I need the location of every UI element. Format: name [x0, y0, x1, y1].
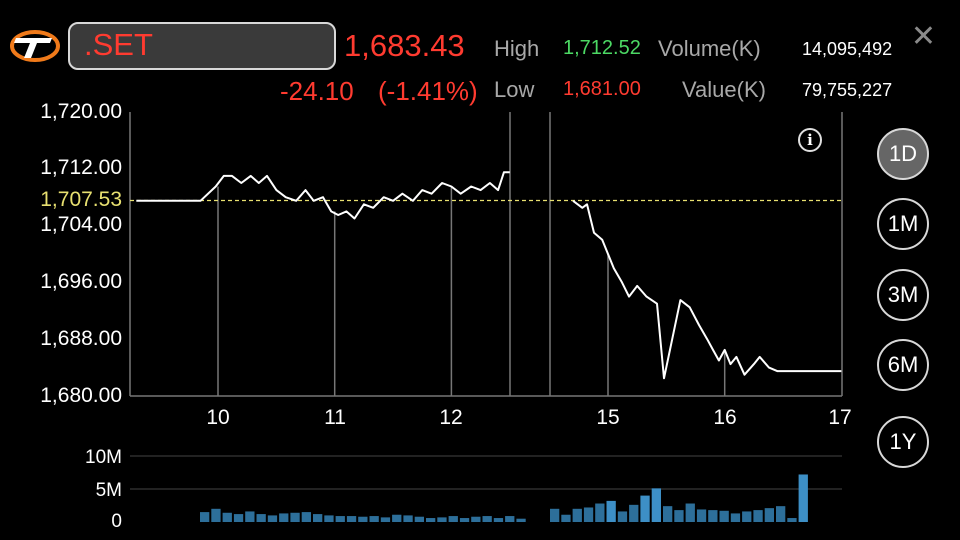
volume-bar [414, 516, 424, 522]
volume-bar [764, 508, 774, 522]
price-change: -24.10 [280, 76, 354, 106]
value-label: Value(K) [682, 77, 766, 102]
volume-y-label: 10M [85, 447, 122, 468]
volume-bar [358, 516, 368, 522]
y-tick-label: 1,712.00 [40, 156, 122, 179]
period-1d-button[interactable]: 1D [877, 128, 929, 180]
volume-y-label: 5M [95, 480, 122, 501]
volume-bar [742, 511, 752, 522]
high-label: High [494, 36, 540, 61]
low-value: 1,681.00 [563, 78, 641, 100]
volume-bar [346, 516, 357, 522]
volume-bar [696, 509, 707, 522]
volume-bar [685, 503, 695, 522]
volume-bar [505, 516, 515, 522]
y-tick-label: 1,696.00 [40, 270, 122, 293]
symbol-search-box[interactable] [68, 22, 336, 70]
info-icon[interactable]: i [798, 128, 822, 152]
volume-bar [233, 514, 244, 522]
volume-bar [279, 513, 289, 522]
volume-bar [651, 488, 661, 522]
volume-value: 14,095,492 [802, 39, 893, 59]
volume-bar [640, 495, 650, 522]
volume-bar [493, 518, 504, 522]
volume-bar [335, 516, 345, 522]
volume-bar [708, 510, 718, 522]
volume-bar [561, 514, 571, 522]
period-6m-button[interactable]: 6M [877, 339, 929, 391]
volume-bar [222, 512, 232, 522]
y-tick-label: 1,704.00 [40, 213, 122, 236]
volume-bar [290, 512, 300, 522]
x-tick-label: 17 [828, 406, 852, 429]
volume-bar [753, 510, 763, 522]
volume-bar [550, 508, 560, 522]
volume-bar [787, 518, 797, 522]
low-label: Low [494, 77, 535, 102]
volume-bar [448, 516, 458, 522]
x-tick-label: 16 [713, 406, 737, 429]
volume-bar [674, 510, 684, 522]
settrade-logo-icon [10, 30, 60, 62]
high-value: 1,712.52 [563, 37, 641, 59]
last-price: 1,683.43 [344, 28, 465, 63]
close-icon[interactable]: ✕ [910, 20, 936, 53]
x-tick-label: 15 [596, 406, 620, 429]
volume-bar [211, 508, 221, 522]
x-tick-label: 10 [206, 406, 230, 429]
period-1y-button[interactable]: 1Y [877, 416, 929, 468]
volume-bar [617, 511, 628, 522]
volume-bar [324, 515, 334, 522]
price-line-morning [136, 171, 510, 220]
volume-bar [369, 516, 379, 522]
prev-close-label: 1,707.53 [40, 188, 122, 211]
volume-bar [606, 500, 616, 522]
volume-bar [482, 516, 492, 522]
volume-bar [392, 514, 402, 522]
volume-label: Volume(K) [658, 36, 761, 61]
volume-bar [730, 513, 741, 522]
volume-y-label: 0 [111, 511, 122, 532]
period-1m-button[interactable]: 1M [877, 198, 929, 250]
volume-bar [256, 514, 266, 522]
x-tick-label: 12 [439, 406, 463, 429]
volume-bar [380, 517, 391, 522]
volume-bar [471, 516, 481, 522]
volume-bar [426, 518, 436, 522]
volume-bar [459, 518, 470, 522]
volume-bar [719, 510, 729, 522]
volume-bar [663, 506, 673, 522]
volume-bar [572, 508, 582, 522]
volume-bar [798, 474, 808, 522]
volume-bar [301, 512, 311, 522]
volume-bar [595, 503, 605, 522]
x-tick-label: 11 [324, 406, 346, 429]
y-tick-label: 1,680.00 [40, 384, 122, 407]
volume-bar [776, 506, 786, 522]
y-tick-label: 1,720.00 [40, 100, 122, 123]
volume-bar [516, 518, 526, 522]
price-change-percent: (-1.41%) [378, 76, 478, 106]
price-line-afternoon [572, 200, 842, 380]
volume-bar [403, 515, 413, 522]
volume-bar [629, 504, 639, 522]
volume-bar [313, 514, 323, 522]
volume-bar [437, 517, 447, 522]
y-tick-label: 1,688.00 [40, 327, 122, 350]
period-3m-button[interactable]: 3M [877, 269, 929, 321]
volume-bar [583, 507, 594, 522]
symbol-text: .SET [84, 27, 153, 62]
volume-bar [245, 511, 255, 522]
volume-bar [200, 512, 210, 522]
value-value: 79,755,227 [802, 80, 893, 100]
volume-bar [267, 515, 278, 522]
